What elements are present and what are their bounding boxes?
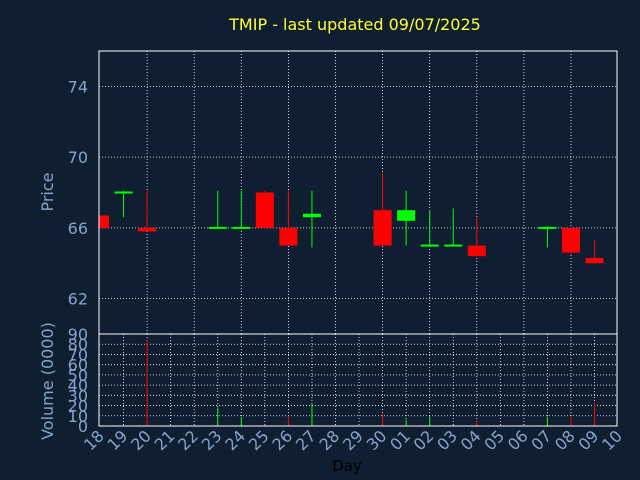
candle-body [373, 210, 392, 246]
volume-tick-label: 20 [68, 397, 88, 416]
volume-axis-label: Volume (0000) [38, 322, 57, 440]
volume-bar [594, 402, 596, 426]
volume-bar [452, 424, 454, 426]
volume-bar [476, 419, 478, 426]
volume-bar [240, 416, 242, 426]
candle-body [302, 213, 321, 218]
price-y-ticks: 62 66 70 74 [68, 77, 88, 308]
volume-tick-label: 10 [68, 407, 88, 426]
candle-body [444, 244, 463, 247]
price-panel: 62 66 70 74 [68, 50, 618, 335]
price-candles [99, 173, 604, 264]
candle-body [138, 227, 157, 232]
candle-body [397, 210, 416, 221]
candle-body [99, 215, 109, 228]
volume-grid [99, 334, 617, 426]
volume-bar [287, 415, 289, 426]
price-grid [99, 51, 617, 334]
volume-tick-label: 30 [68, 386, 88, 405]
volume-bar [405, 419, 407, 426]
volume-bar [146, 340, 148, 426]
candle-body [420, 244, 439, 247]
x-axis-ticks: 1819202122232425262728293001020304050607… [80, 426, 626, 454]
volume-tick-label: 80 [68, 335, 88, 354]
volume-bar [570, 416, 572, 426]
price-panel-frame [98, 50, 618, 335]
candle-body [538, 226, 557, 229]
volume-bars [99, 340, 596, 426]
volume-tick-label: 40 [68, 376, 88, 395]
candle-body [562, 227, 580, 253]
volume-tick-label: 0 [78, 417, 88, 436]
volume-tick-label: 60 [68, 356, 88, 375]
volume-panel-frame [98, 333, 618, 427]
price-tick-label: 66 [68, 219, 88, 238]
volume-tick-label: 90 [68, 325, 88, 344]
chart-title: TMIP - last updated 09/07/2025 [228, 15, 481, 34]
candle-body [208, 226, 227, 229]
x-axis-label: Day [332, 457, 362, 475]
volume-bar [382, 413, 384, 426]
candle-body [232, 226, 251, 229]
x-tick-label: 10 [598, 426, 626, 454]
volume-bar [429, 415, 431, 426]
price-tick-label: 70 [68, 148, 88, 167]
candle-body [585, 257, 604, 264]
volume-bar [264, 424, 266, 426]
volume-bar [311, 403, 313, 426]
price-tick-label: 74 [68, 77, 88, 96]
volume-bar [546, 416, 548, 426]
price-tick-label: 62 [68, 290, 88, 309]
volume-bar [217, 407, 219, 426]
candle-body [279, 227, 298, 246]
candle-body [114, 191, 133, 194]
volume-tick-label: 50 [68, 366, 88, 385]
candle-body [467, 245, 486, 257]
volume-tick-label: 70 [68, 345, 88, 364]
price-axis-label: Price [38, 172, 57, 211]
candle-body [255, 192, 274, 228]
